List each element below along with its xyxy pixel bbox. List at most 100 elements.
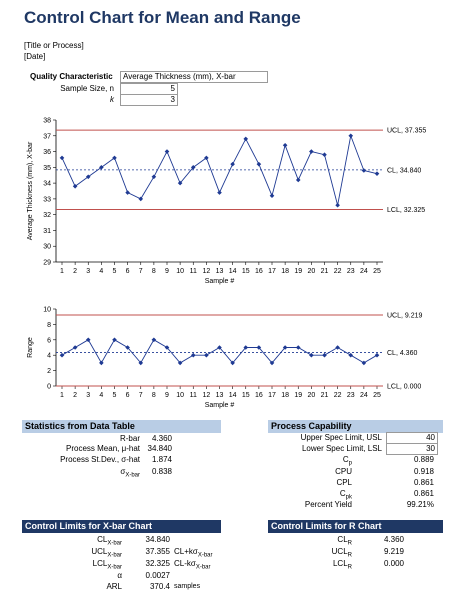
range-x-axis-label: Sample # (205, 402, 235, 409)
cp-label: Cp (262, 455, 352, 467)
xbar-data-point (269, 193, 275, 199)
range-x-tick-label: 18 (281, 392, 289, 399)
cpu-label: CPU (335, 467, 352, 476)
xbar-y-tick-label: 33 (43, 196, 51, 203)
range-data-point (230, 360, 235, 366)
xbar-x-tick-label: 15 (242, 268, 250, 275)
yield-label: Percent Yield (304, 500, 352, 509)
xbar-y-tick-label: 35 (43, 165, 51, 172)
title-or-process[interactable]: [Title or Process] (24, 41, 84, 50)
range-x-tick-label: 25 (373, 392, 381, 399)
r-ucl-label: UCLR (262, 547, 352, 559)
k-label: k (110, 95, 114, 104)
xbar-ucl-note-text: CL+kσ (174, 547, 198, 556)
xbar-y-tick-label: 38 (43, 118, 51, 125)
stats-section-title: Statistics from Data Table (22, 420, 221, 433)
xbar-x-tick-label: 23 (347, 268, 355, 275)
xbar-lcl-note: CL-kσX-bar (174, 559, 211, 571)
xbar-data-point (282, 142, 288, 148)
xbar-lcl-note-sub: X-bar (195, 564, 211, 571)
xbar-x-tick-label: 6 (126, 268, 130, 275)
range-data-point (59, 352, 65, 358)
range-x-tick-label: 14 (229, 392, 237, 399)
range-data-point (112, 337, 117, 343)
xbar-y-axis-label: Average Thickness (mm), X-bar (27, 141, 34, 240)
range-data-point (190, 352, 196, 358)
xbar-x-tick-label: 21 (321, 268, 329, 275)
xbar-data-point (138, 196, 144, 202)
range-y-tick-label: 2 (47, 368, 51, 375)
range-data-point (295, 345, 301, 350)
r-lcl-label: LCLR (262, 559, 352, 571)
xbar-x-tick-label: 2 (73, 268, 77, 275)
xbar-data-point (348, 133, 354, 139)
r-cl-value: 4.360 (383, 535, 404, 544)
range-x-tick-label: 20 (307, 392, 315, 399)
page-title: Control Chart for Mean and Range (24, 8, 301, 27)
xbar-ucl-note: CL+kσX-bar (174, 547, 213, 559)
r-cl-label: CLR (262, 535, 352, 547)
range-data-point (164, 345, 170, 350)
lsl-input[interactable]: 30 (386, 443, 438, 455)
range-data-point (151, 337, 157, 343)
xbar-cl-value: 34.840 (145, 535, 170, 544)
xbar-x-tick-label: 5 (113, 268, 117, 275)
xbar-cl-label-text: CL (97, 535, 108, 544)
range-y-tick-label: 6 (47, 337, 51, 344)
xbar-x-tick-label: 4 (99, 268, 103, 275)
xbar-data-point (112, 155, 117, 161)
xbar-x-tick-label: 25 (373, 268, 381, 275)
range-x-tick-label: 12 (202, 392, 210, 399)
arl-unit: samples (174, 583, 201, 590)
xbar-data-point (72, 183, 78, 189)
xbar-lcl-label: LCLX-bar (22, 559, 122, 571)
quality-input[interactable]: Average Thickness (mm), X-bar (120, 71, 268, 83)
xbar-data-point (204, 155, 209, 161)
range-x-tick-label: 2 (73, 392, 77, 399)
xbar-x-tick-label: 9 (165, 268, 169, 275)
yield-value: 99.21% (406, 500, 434, 509)
xbar-lcl-note-text: CL-kσ (174, 559, 196, 568)
xbar-data-point (361, 168, 367, 173)
range-x-tick-label: 15 (242, 392, 250, 399)
rbar-value: 4.360 (151, 434, 172, 443)
mean-value: 34.840 (147, 444, 172, 453)
cp-label-text: C (342, 455, 349, 464)
xbar-data-point (309, 149, 314, 154)
range-cl-label: CL, 4.360 (387, 350, 417, 357)
xbar-x-tick-label: 20 (307, 268, 315, 275)
range-ucl-label: UCL, 9.219 (387, 313, 423, 320)
range-data-point (99, 360, 104, 366)
range-x-tick-label: 13 (216, 392, 224, 399)
r-ucl-value: 9.219 (383, 547, 404, 556)
capability-section-title: Process Capability (268, 420, 443, 433)
xbar-data-point (151, 174, 157, 180)
xbar-x-tick-label: 18 (281, 268, 289, 275)
range-data-point (256, 345, 262, 350)
range-data-point (72, 345, 78, 350)
xbar-y-tick-label: 37 (43, 133, 51, 140)
xbar-ucl-label: UCLX-bar (22, 547, 122, 559)
quality-label: Quality Characteristic (30, 72, 113, 81)
xbar-y-tick-label: 32 (43, 212, 51, 219)
range-x-tick-label: 24 (360, 392, 368, 399)
xbar-data-point (322, 152, 327, 158)
stdev-value: 1.874 (151, 455, 172, 464)
cpu-value: 0.918 (413, 467, 434, 476)
range-x-tick-label: 3 (86, 392, 90, 399)
range-x-tick-label: 10 (176, 392, 184, 399)
range-x-tick-label: 16 (255, 392, 263, 399)
k-input[interactable]: 3 (120, 94, 178, 106)
range-data-point (335, 345, 340, 350)
range-x-tick-label: 22 (334, 392, 342, 399)
range-data-point (269, 360, 275, 366)
range-x-tick-label: 21 (321, 392, 329, 399)
sample-size-label-text: Sample Size, n (60, 84, 114, 93)
r-lcl-label-sub: R (347, 564, 352, 571)
cpl-label: CPL (336, 478, 352, 487)
range-x-tick-label: 5 (113, 392, 117, 399)
date-field[interactable]: [Date] (24, 52, 46, 61)
range-x-tick-label: 7 (139, 392, 143, 399)
range-data-point (322, 352, 327, 358)
xbar-x-tick-label: 7 (139, 268, 143, 275)
